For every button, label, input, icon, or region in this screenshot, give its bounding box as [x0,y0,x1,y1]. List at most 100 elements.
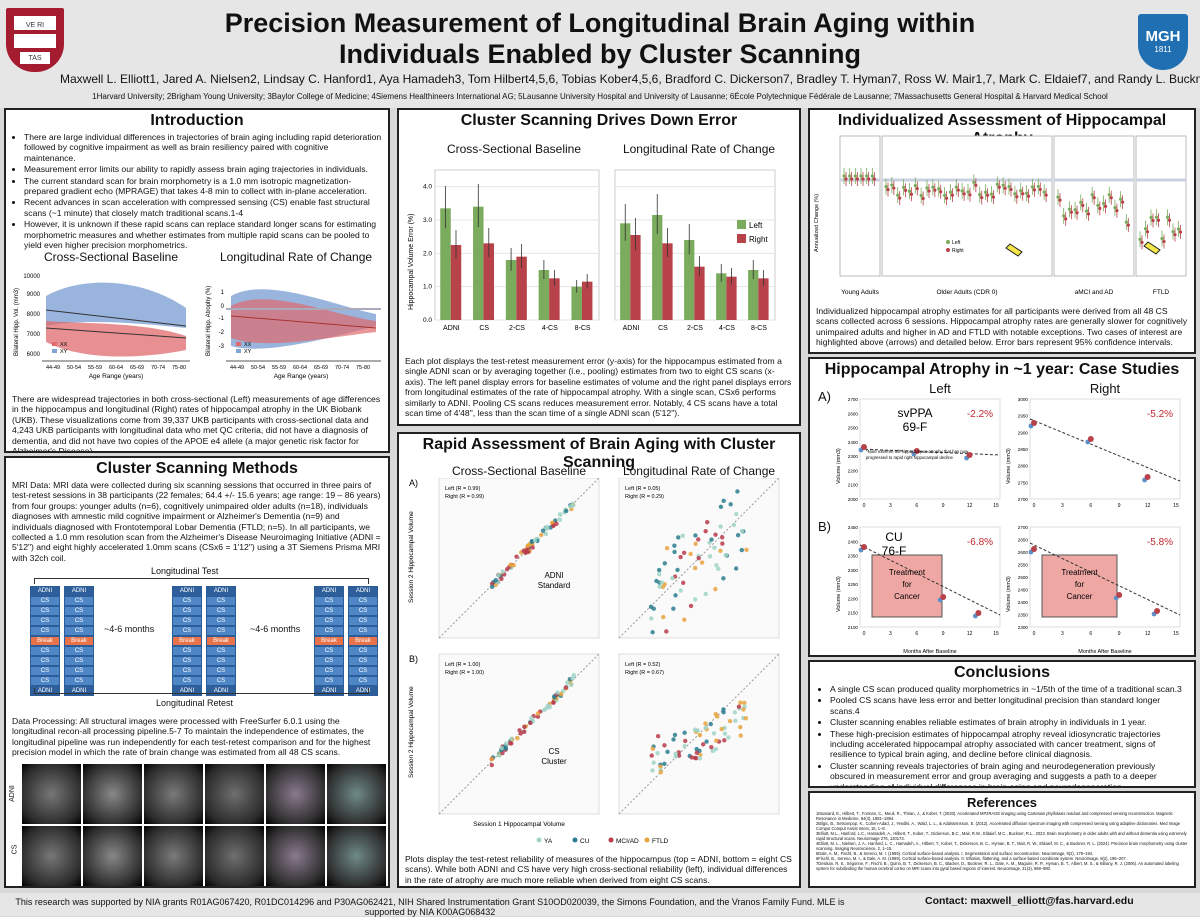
group-label: aMCI and AD [1075,289,1114,296]
point-right [1145,230,1150,234]
scatter-point [713,747,719,752]
point-left [1171,230,1175,234]
list-item: Pooled CS scans have less error and bett… [830,695,1188,716]
x-tick-label: 6 [1089,631,1092,637]
panel-annotation: Standard [538,581,570,590]
scatter-point [693,597,698,602]
point-left [1019,189,1023,193]
svg-text:60-64: 60-64 [293,365,307,371]
scatter-point [661,614,666,620]
point-left [989,192,994,196]
test-bracket [34,578,369,584]
y-tick-label: 2200 [848,468,859,473]
scatter-point [733,718,738,724]
scatter-point [704,739,709,744]
cs-block: CS [348,616,378,626]
scatter-point [522,729,527,734]
y-tick: 7000 [27,332,41,338]
point-right [1081,203,1085,207]
error-sub-left: Cross-Sectional Baseline [446,142,582,156]
scatter-point [518,731,523,736]
cs-block: CS [64,626,94,636]
y-tick: 1 [221,290,225,296]
y-tick-label: 2400 [1018,600,1029,605]
cs-block: CS [314,616,344,626]
x-tick-label: 4-CS [542,325,558,332]
legend-label: MCI/AD [616,838,639,845]
point-left [870,174,874,178]
mri-slice-image [327,826,386,886]
x-tick-label: 3 [1061,503,1064,509]
contact-email[interactable]: Contact: maxwell_elliott@fas.harvard.edu [925,895,1134,907]
legend-xy: XY [60,349,68,355]
panel-letter: A) [409,478,418,488]
case-b-name: CU [885,530,902,544]
scatter-point [564,508,569,514]
legend-label: Right [749,235,768,244]
bar-left [652,215,663,320]
bar-right [581,281,593,320]
adni-block: ADNI [30,686,60,696]
y-axis-label: Bilateral Hipp. Vol. (mm3) [14,288,20,356]
trend-line [859,544,1001,616]
point-left [1149,215,1153,220]
y-axis-label: Session 2 Hippocampal Volume [408,511,415,603]
point-right [980,195,984,200]
scatter-point [720,541,725,546]
scatter-point [671,606,676,611]
error-panel: Cluster Scanning Drives Down Error Cross… [397,108,801,426]
point-left [1143,227,1148,231]
legend-label: Right (R = 1.00) [445,670,484,676]
cs-block: CS [314,656,344,666]
cs-block: CS [348,626,378,636]
scatter-point [699,560,705,565]
legend-label: Left (R = 0.05) [625,486,660,492]
individual-panel: Individualized Assessment of Hippocampal… [808,108,1196,354]
y-tick-label: 2550 [1018,563,1029,568]
scatter-point [649,616,654,621]
mri-slice-image [144,764,203,824]
point-left [1119,197,1123,201]
svg-text:70-74: 70-74 [151,365,165,371]
scatter-point [692,727,698,732]
group-panel [1135,135,1187,277]
panel-annotation: CS [548,747,559,756]
y-tick-label: 2600 [848,411,859,416]
legend-label: Right (R = 0.29) [625,494,664,500]
y-tick: 8000 [27,312,41,318]
y-tick-label: 2350 [848,554,859,559]
list-item: A single CS scan produced quality morpho… [830,684,1188,694]
point-right [898,196,902,200]
cs-block: CS [64,646,94,656]
scatter-point [521,548,526,554]
cs-block: CS [172,646,202,656]
cs-block: CS [206,656,236,666]
x-tick-label: 12 [1145,503,1151,509]
session-mean [1031,546,1037,552]
ukb-violin-plots: 6000 7000 8000 9000 10000 Bilateral Hipp… [14,274,381,380]
cs-block: CS [314,676,344,686]
cs-block: CS [30,646,60,656]
point-left [1090,193,1094,197]
x-tick-label: 15 [1173,503,1179,509]
cs-block: CS [206,616,236,626]
point-right [1003,186,1007,190]
list-item: However, it is unknown if these rapid sc… [24,219,382,250]
scatter-point [723,552,729,558]
scatter-point [697,732,703,738]
bar-right [662,243,673,320]
treatment-label: Cancer [894,592,920,601]
point-left [1124,220,1128,224]
scatter-point [675,567,680,573]
individual-caption: Individualized hippocampal atrophy estim… [816,306,1188,348]
cs-block: CS [30,596,60,606]
svg-text:55-59: 55-59 [88,365,102,371]
scatter-point [664,546,670,551]
atrophy-percent: -6.8% [967,537,993,548]
point-right [1109,196,1113,200]
legend-swatch [572,837,578,843]
y-tick-label: 2350 [1018,613,1029,618]
error-sub-right: Longitudinal Rate of Change [622,142,776,156]
mri-slice-image [83,826,142,886]
trend-line [1029,418,1181,482]
